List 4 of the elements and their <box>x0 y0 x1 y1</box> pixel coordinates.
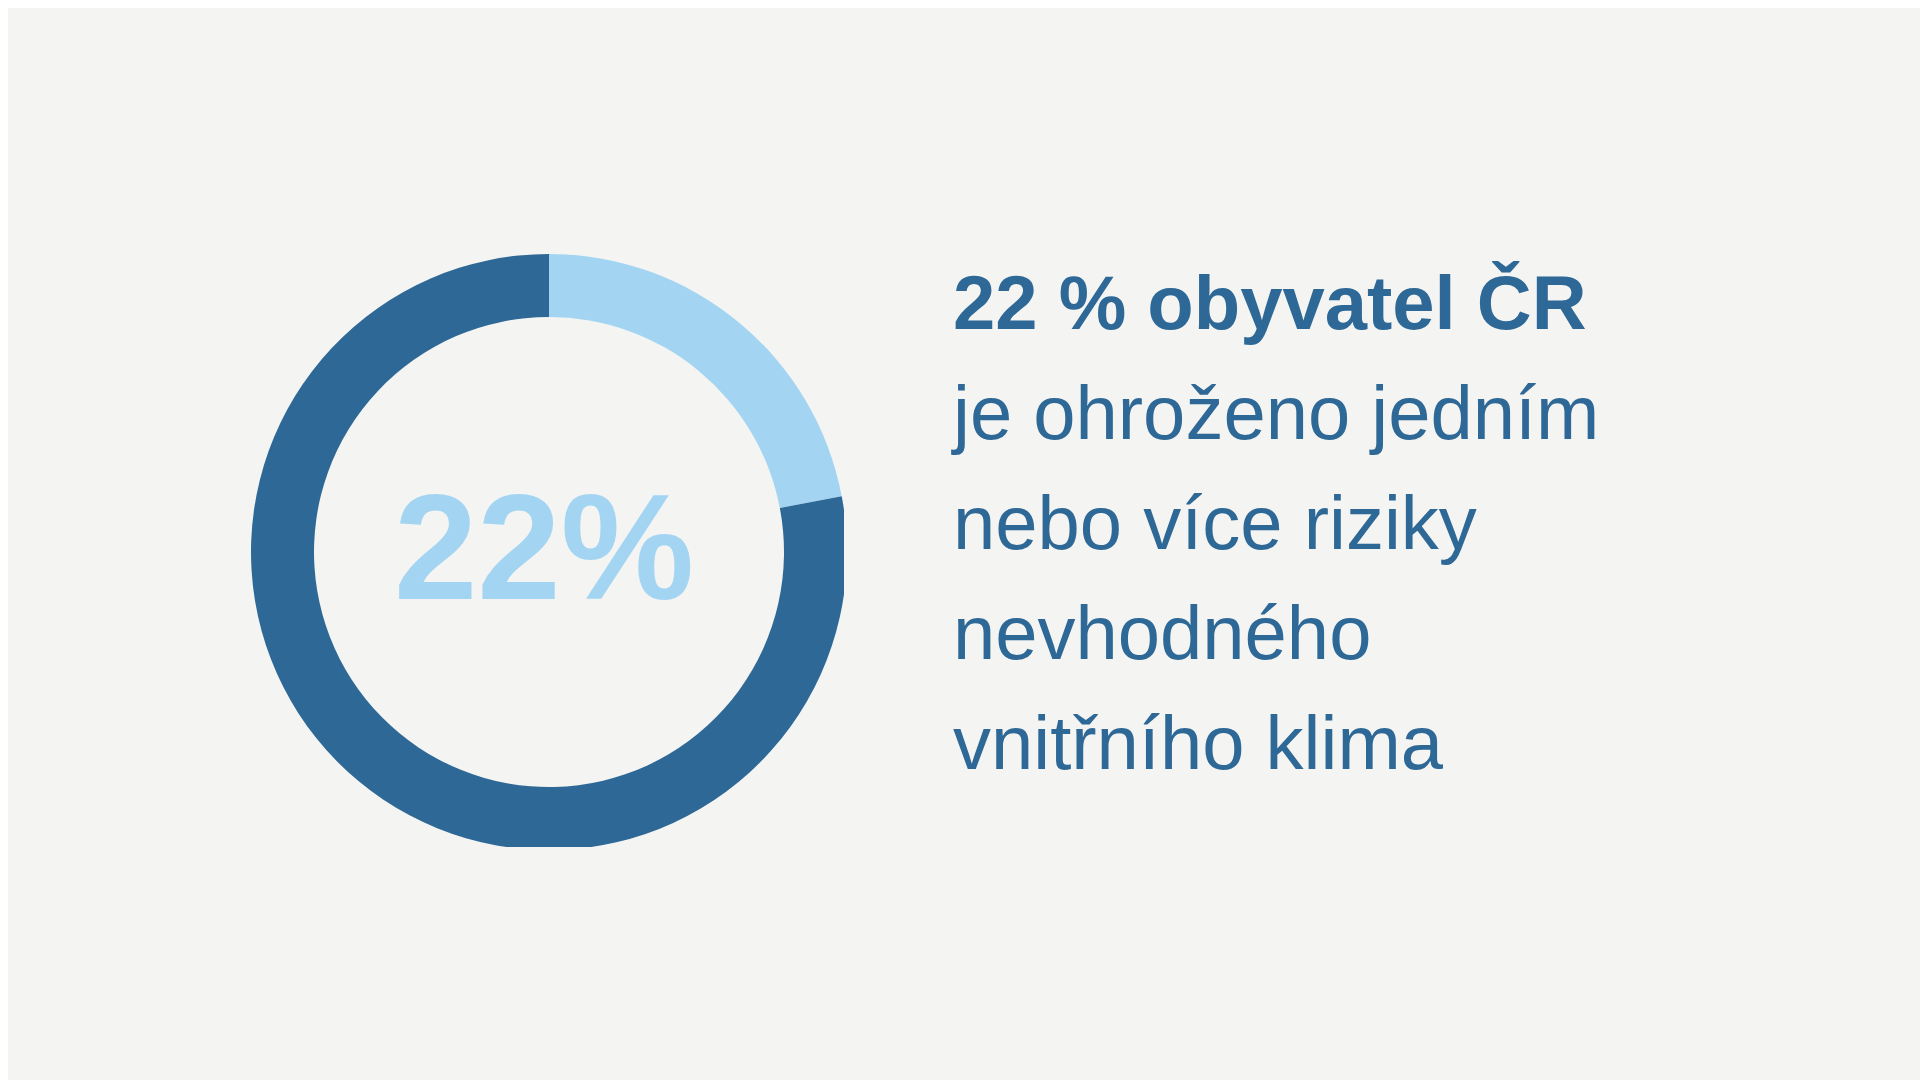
donut-slice <box>251 254 844 847</box>
text: je ohroženo jedním nebo více riziky nevhodného vnitřního klima <box>953 369 1601 787</box>
text: 22% <box>392 461 696 633</box>
text: 22 % obyvatel ČR <box>953 259 1588 347</box>
